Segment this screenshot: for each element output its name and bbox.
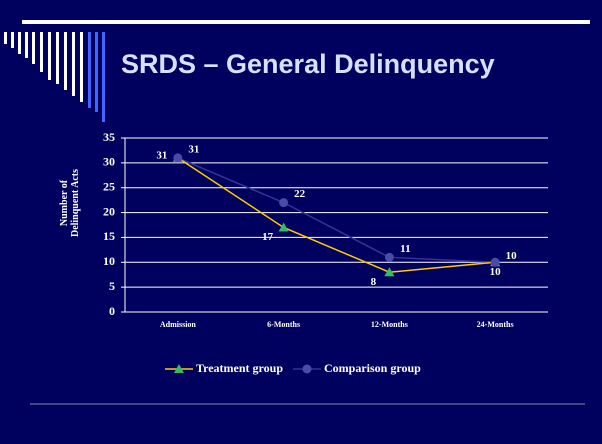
x-tick-label: Admission [160, 320, 197, 329]
y-tick-label: 25 [103, 179, 115, 193]
y-axis-label: Number of Delinquent Acts [59, 168, 81, 238]
marker [278, 222, 289, 232]
data-label: 31 [156, 149, 167, 161]
y-tick-label: 30 [103, 155, 115, 169]
series-line [177, 157, 496, 273]
data-label: 31 [188, 143, 199, 155]
data-label: 11 [400, 243, 410, 255]
x-tick-label: 12-Months [371, 320, 408, 329]
x-tick-label: 24-Months [477, 320, 514, 329]
y-tick-label: 15 [103, 229, 115, 243]
marker [279, 198, 289, 208]
decoration [4, 32, 105, 122]
data-label: 17 [262, 231, 274, 243]
x-tick-label: 6-Months [267, 320, 300, 329]
data-label: 10 [490, 266, 502, 278]
y-tick-label: 10 [103, 254, 115, 268]
marker [384, 267, 395, 277]
series-line [177, 157, 496, 264]
marker [173, 153, 183, 163]
y-tick-label: 0 [109, 304, 115, 318]
marker [302, 364, 312, 374]
legend-label: Treatment group [196, 361, 283, 375]
data-label: 22 [294, 188, 306, 200]
y-tick-label: 5 [109, 279, 115, 293]
y-tick-label: 35 [103, 130, 115, 144]
chart-title: SRDS – General Delinquency [121, 49, 495, 79]
data-label: 10 [506, 250, 518, 262]
data-label: 8 [371, 276, 377, 288]
y-tick-label: 20 [103, 204, 115, 218]
marker [384, 252, 394, 262]
legend-label: Comparison group [324, 361, 421, 375]
marker [174, 364, 184, 373]
marker [490, 257, 500, 267]
